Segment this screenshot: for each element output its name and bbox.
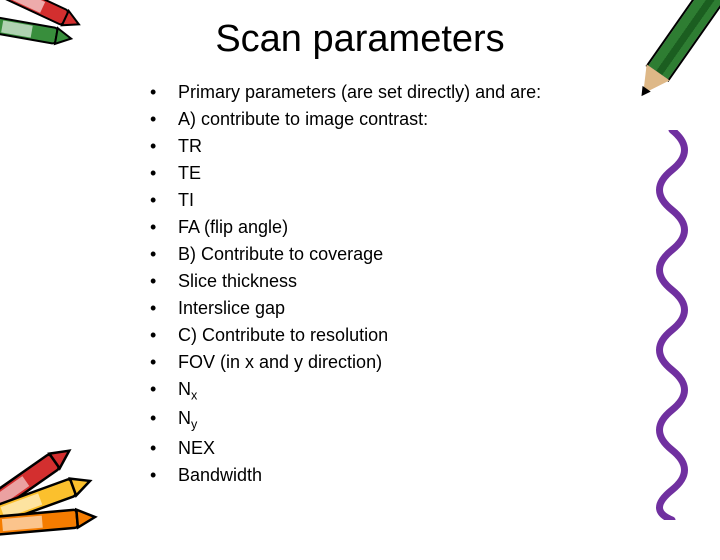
bullet-item: •FOV (in x and y direction) (150, 349, 720, 376)
bullet-marker: • (150, 405, 178, 432)
bullet-item: •Nx (150, 376, 720, 405)
bullet-marker: • (150, 376, 178, 403)
bullet-item: •TE (150, 160, 720, 187)
bullet-marker: • (150, 349, 178, 376)
bullet-text: FOV (in x and y direction) (178, 349, 720, 376)
subscript: y (191, 418, 197, 432)
bullet-marker: • (150, 133, 178, 160)
bullet-item: •Interslice gap (150, 295, 720, 322)
bullet-item: •Slice thickness (150, 268, 720, 295)
bullet-marker: • (150, 295, 178, 322)
bullet-marker: • (150, 214, 178, 241)
bullet-text: C) Contribute to resolution (178, 322, 720, 349)
bullet-marker: • (150, 268, 178, 295)
bullet-text: Ny (178, 405, 720, 434)
crayons-bottom-decoration (0, 435, 145, 555)
bullet-text: TI (178, 187, 720, 214)
bullet-text: B) Contribute to coverage (178, 241, 720, 268)
bullet-text: Nx (178, 376, 720, 405)
bullet-text: TE (178, 160, 720, 187)
bullet-text: FA (flip angle) (178, 214, 720, 241)
squiggle-decoration (642, 130, 702, 520)
bullet-item: •FA (flip angle) (150, 214, 720, 241)
bullet-text: NEX (178, 435, 720, 462)
bullet-item: •B) Contribute to coverage (150, 241, 720, 268)
bullet-item: •NEX (150, 435, 720, 462)
bullet-text: Interslice gap (178, 295, 720, 322)
bullet-item: •C) Contribute to resolution (150, 322, 720, 349)
bullet-marker: • (150, 241, 178, 268)
bullet-marker: • (150, 160, 178, 187)
bullet-marker: • (150, 187, 178, 214)
bullet-marker: • (150, 462, 178, 489)
crayons-top-decoration (0, 0, 100, 70)
bullet-marker: • (150, 106, 178, 133)
bullet-text: Slice thickness (178, 268, 720, 295)
bullet-item: •TR (150, 133, 720, 160)
bullet-text: Bandwidth (178, 462, 720, 489)
bullet-item: •Bandwidth (150, 462, 720, 489)
bullet-list: •Primary parameters (are set directly) a… (0, 71, 720, 489)
bullet-text: TR (178, 133, 720, 160)
bullet-item: •Ny (150, 405, 720, 434)
subscript: x (191, 389, 197, 403)
bullet-item: •TI (150, 187, 720, 214)
bullet-marker: • (150, 322, 178, 349)
bullet-marker: • (150, 79, 178, 106)
bullet-marker: • (150, 435, 178, 462)
